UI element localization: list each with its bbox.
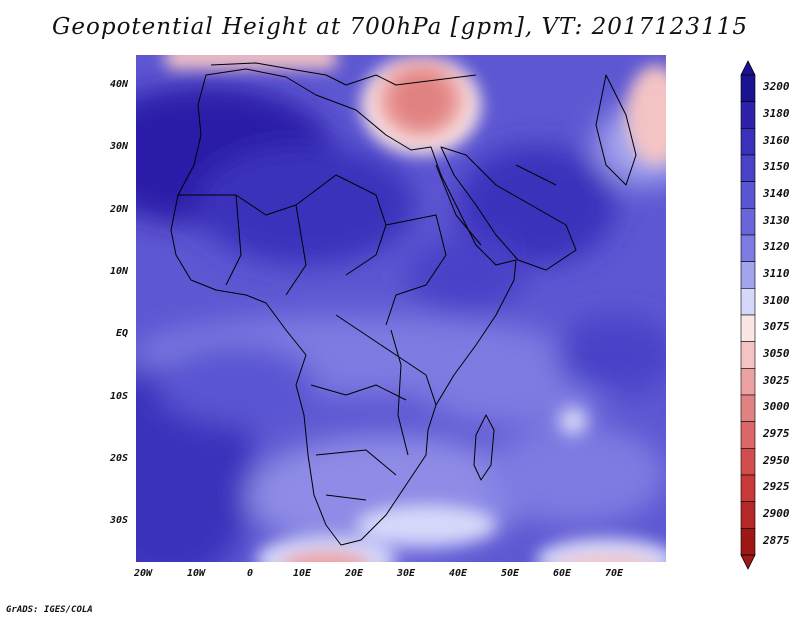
colorbar [740,60,756,570]
colorbar-swatch [740,74,756,102]
lat-label: 40N [109,79,128,90]
geopotential-map [136,55,666,562]
colorbar-level-label: 3160 [763,133,790,147]
lon-label: 60E [553,568,572,579]
colorbar-level-label: 3120 [763,240,790,254]
colorbar-swatch [740,421,756,449]
lat-label: 10N [109,266,128,277]
lon-label: 0 [247,568,254,579]
lon-label: 40E [449,568,468,579]
colorbar-swatch [740,341,756,369]
colorbar-level-label: 3025 [763,373,790,387]
lat-label: EQ [115,328,128,339]
colorbar-swatch [740,501,756,529]
colorbar-level-label: 2925 [763,480,790,494]
lon-label: 50E [501,568,520,579]
colorbar-level-label: 3100 [763,293,790,307]
coastlines [170,62,637,546]
lon-label: 70E [605,568,624,579]
colorbar-swatch [740,474,756,502]
colorbar-swatch [740,368,756,396]
lat-label: 20S [109,453,128,464]
colorbar-swatch [740,394,756,422]
colorbar-level-label: 2975 [763,427,790,440]
colorbar-swatch [740,314,756,342]
colorbar-level-label: 2950 [763,453,790,467]
page-title: Geopotential Height at 700hPa [gpm], VT:… [52,14,748,40]
colorbar-level-label: 2900 [763,507,790,520]
lat-label: 30S [109,515,128,526]
colorbar-level-label: 3150 [763,160,790,174]
colorbar-arrow-top [740,60,756,76]
colorbar-swatch [740,154,756,182]
colorbar-swatch [740,208,756,236]
lon-label: 20W [134,568,153,579]
footer-credit: GrADS: IGES/COLA [6,605,93,615]
colorbar-level-label: 3050 [763,347,790,360]
colorbar-level-label: 3110 [763,267,790,280]
colorbar-swatch [740,181,756,209]
lat-label: 30N [109,141,128,152]
colorbar-level-label: 3000 [763,400,790,414]
colorbar-arrow-bottom [740,554,756,570]
lat-label: 10S [109,391,128,402]
colorbar-swatch [740,528,756,556]
colorbar-swatch [740,234,756,262]
colorbar-swatch [740,288,756,316]
colorbar-level-label: 3180 [763,107,790,120]
lon-label: 10W [187,568,206,579]
colorbar-swatch [740,261,756,289]
colorbar-swatch [740,101,756,129]
lat-label: 20N [109,204,128,215]
colorbar-swatch [740,128,756,156]
colorbar-level-label: 2875 [763,533,790,547]
colorbar-level-label: 3200 [763,80,790,94]
height-field [136,55,666,562]
lon-label: 20E [345,568,364,579]
colorbar-swatch [740,448,756,476]
colorbar-level-label: 3075 [763,320,790,334]
colorbar-level-label: 3130 [763,213,790,227]
colorbar-level-label: 3140 [763,187,790,200]
lon-label: 30E [397,568,416,579]
lon-label: 10E [293,568,312,579]
